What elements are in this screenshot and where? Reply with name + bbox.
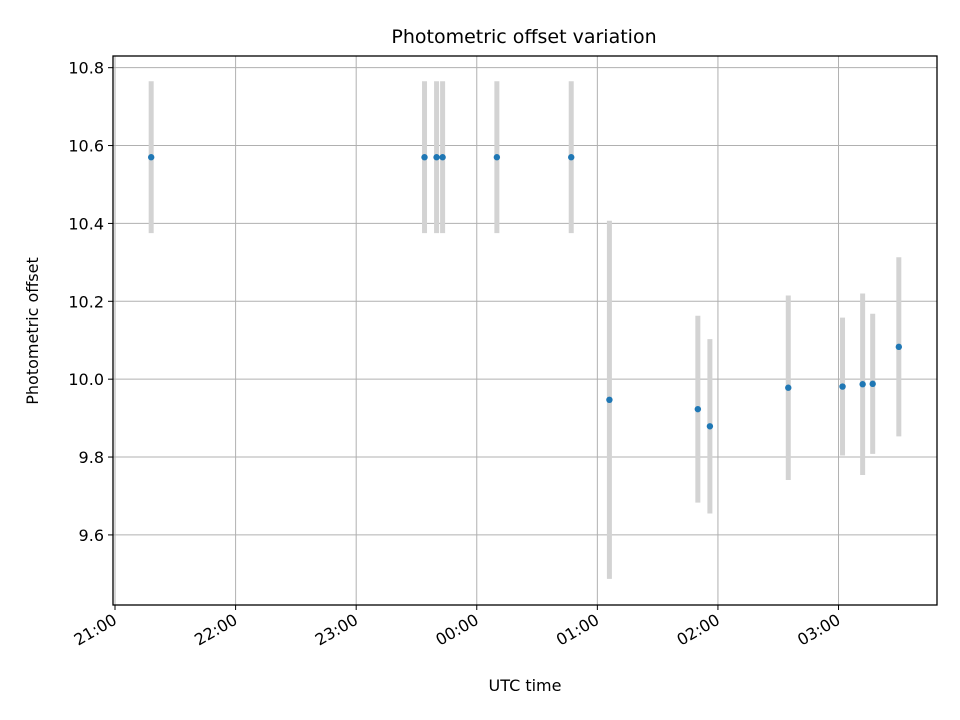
data-point (147, 154, 155, 161)
y-tick-label: 9.6 (79, 526, 104, 545)
y-tick-label: 10.6 (68, 137, 104, 156)
y-tick-label: 10.4 (68, 214, 104, 233)
x-axis: 21:00 22:00 23:00 00:00 01:00 02:00 03:00 (71, 605, 844, 650)
y-tick-label: 10.2 (68, 292, 104, 311)
x-tick-label: 21:00 (71, 610, 120, 650)
y-tick-label: 10.8 (68, 59, 104, 78)
data-point (839, 383, 846, 390)
x-tick-label: 03:00 (794, 610, 843, 650)
x-axis-label: UTC time (489, 676, 562, 695)
data-point (859, 381, 866, 388)
data-point (568, 154, 575, 161)
data-point (439, 154, 446, 161)
plot-frame (112, 55, 938, 606)
x-tick-label: 02:00 (674, 610, 723, 650)
y-tick-label: 10.0 (68, 370, 104, 389)
data-point (895, 343, 903, 351)
data-point (421, 154, 428, 161)
y-tick-label: 9.8 (79, 448, 104, 467)
y-axis-label: Photometric offset (23, 257, 42, 405)
data-point (785, 384, 792, 391)
data-points (147, 154, 903, 430)
data-point (694, 405, 702, 413)
x-tick-label: 00:00 (432, 610, 481, 650)
data-point (869, 380, 876, 388)
y-axis: 9.6 9.8 10.0 10.2 10.4 10.6 10.8 (68, 59, 113, 545)
data-point (706, 423, 714, 430)
chart-title: Photometric offset variation (391, 26, 656, 48)
x-tick-label: 22:00 (191, 610, 240, 650)
error-bars (148, 81, 902, 579)
grid (113, 56, 937, 605)
data-point (606, 396, 613, 404)
x-tick-label: 23:00 (312, 610, 361, 650)
data-point (493, 154, 501, 161)
x-tick-label: 01:00 (553, 610, 602, 650)
data-point (433, 154, 440, 161)
